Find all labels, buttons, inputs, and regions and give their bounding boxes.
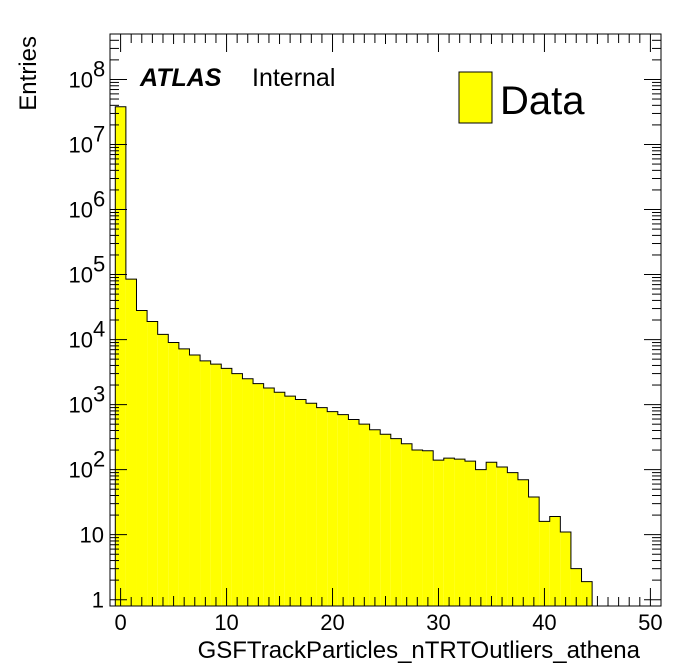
- y-tick-exponent: 2: [93, 447, 105, 472]
- legend-swatch: [458, 71, 493, 124]
- histogram-bar: [316, 407, 328, 606]
- y-tick-exponent: 8: [93, 56, 105, 81]
- atlas-label: ATLAS: [139, 64, 222, 92]
- histogram-bar: [157, 334, 169, 606]
- y-axis-title: Entries: [15, 36, 42, 111]
- histogram-bar: [507, 472, 518, 606]
- y-tick-label: 1: [92, 588, 104, 613]
- histogram-bar: [348, 419, 360, 606]
- histogram-bar: [464, 461, 476, 606]
- y-tick-exponent: 5: [93, 252, 105, 277]
- histogram-bar: [189, 354, 201, 606]
- histogram-bar: [274, 392, 285, 606]
- histogram-bar: [359, 424, 370, 606]
- histogram-outline: [114, 106, 593, 606]
- y-tick-label: 10: [69, 132, 93, 157]
- histogram-bar: [337, 414, 349, 606]
- x-axis-title: GSFTrackParticles_nTRTOutliers_athena: [198, 637, 641, 664]
- histogram-bar: [242, 378, 254, 606]
- y-tick-exponent: 4: [93, 317, 105, 342]
- histogram-bar: [231, 373, 243, 606]
- histogram-bar: [147, 321, 158, 606]
- axis-ticks: [110, 33, 661, 606]
- histogram-bar: [528, 496, 540, 606]
- y-tick-label: 10: [69, 198, 93, 223]
- histogram-bar: [443, 458, 455, 606]
- legend-label-data: Data: [500, 79, 585, 123]
- histogram-bar: [411, 450, 423, 606]
- x-tick-labels: 0 10 20 30 40 50: [114, 610, 662, 635]
- y-tick-label: 10: [69, 263, 93, 288]
- y-tick-label: 10: [69, 458, 93, 483]
- histogram-bar: [178, 348, 190, 606]
- histogram-bars: [115, 106, 593, 606]
- histogram-bar: [517, 479, 529, 606]
- x-tick-label: 0: [114, 610, 126, 635]
- histogram-bar: [560, 531, 571, 606]
- histogram-bar: [136, 310, 148, 606]
- histogram-bar: [327, 411, 338, 606]
- histogram-bar: [210, 364, 222, 606]
- histogram-bar: [369, 429, 381, 606]
- histogram-bar: [433, 460, 444, 606]
- x-tick-label: 30: [426, 610, 450, 635]
- histogram-bar: [253, 383, 264, 606]
- histogram-bar: [390, 438, 402, 606]
- histogram-bar: [284, 396, 296, 606]
- histogram-bar: [125, 279, 137, 606]
- histogram-bar: [549, 516, 561, 606]
- internal-label: Internal: [252, 64, 335, 92]
- y-tick-exponent: 3: [93, 382, 105, 407]
- histogram-bar: [486, 462, 497, 606]
- y-tick-label: 10: [69, 393, 93, 418]
- histogram-bar: [200, 360, 211, 606]
- x-tick-label: 20: [320, 610, 344, 635]
- histogram-bar: [581, 581, 593, 606]
- histogram-bar: [168, 342, 179, 606]
- y-tick-label: 10: [80, 523, 104, 548]
- y-tick-exponent: 7: [93, 121, 105, 146]
- histogram-bar: [539, 521, 550, 606]
- histogram-bar: [570, 568, 582, 606]
- x-tick-label: 50: [638, 610, 662, 635]
- x-tick-label: 10: [214, 610, 238, 635]
- histogram-bar: [422, 450, 434, 606]
- histogram-bar: [263, 388, 275, 606]
- y-tick-label: 10: [69, 67, 93, 92]
- x-tick-label: 40: [532, 610, 556, 635]
- histogram-bar: [221, 368, 232, 606]
- histogram-bar: [496, 466, 508, 606]
- histogram-bar: [306, 403, 317, 606]
- y-tick-label: 10: [69, 328, 93, 353]
- histogram-bar: [380, 434, 391, 606]
- histogram-bar: [295, 399, 307, 606]
- histogram-bar: [401, 443, 412, 606]
- histogram-bar: [475, 469, 487, 606]
- histogram-bar: [454, 459, 465, 606]
- histogram-bar: [115, 106, 126, 606]
- y-tick-exponent: 6: [93, 187, 105, 212]
